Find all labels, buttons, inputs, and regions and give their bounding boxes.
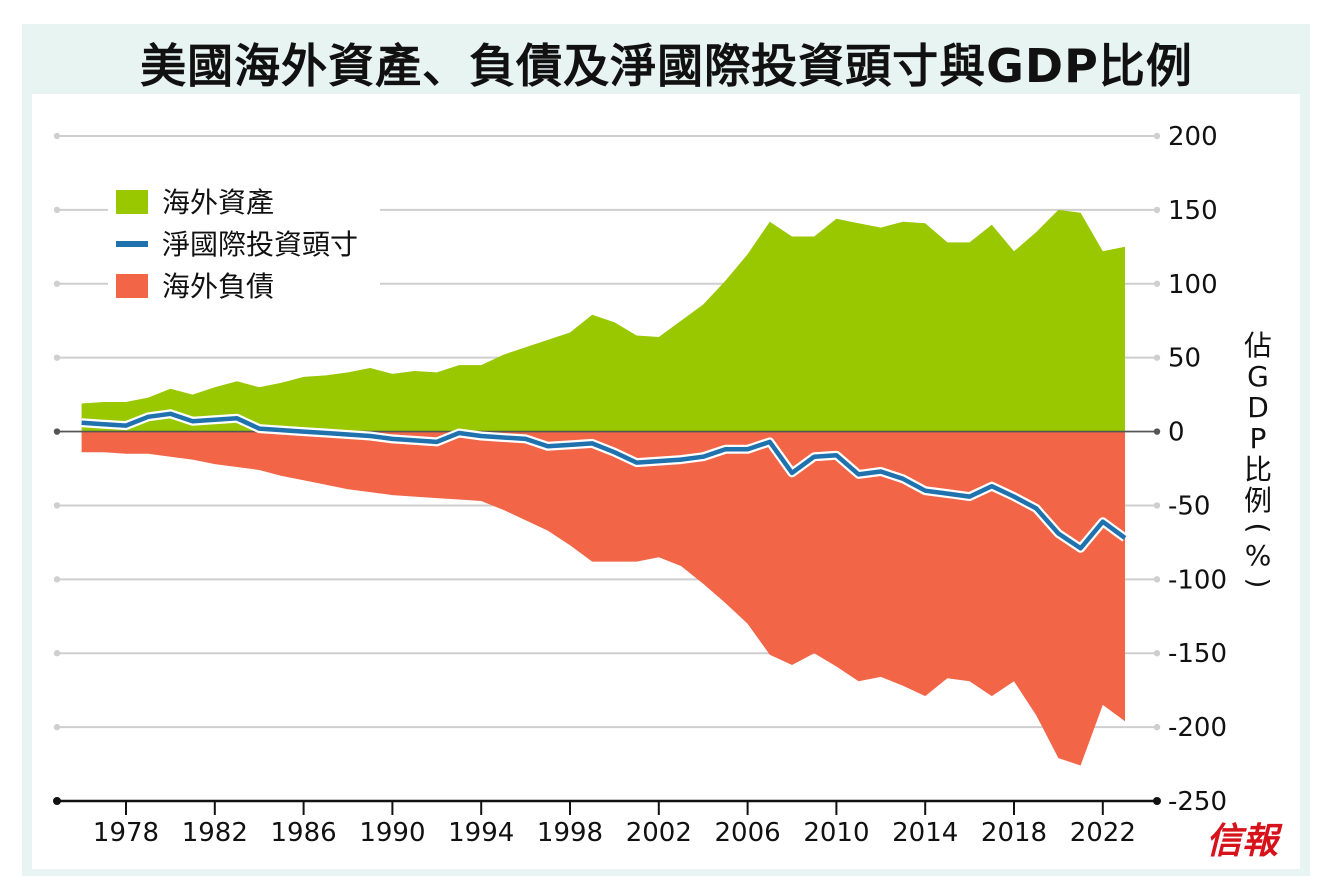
area-layer: [81, 209, 1126, 766]
y-tick-label: 100: [1168, 270, 1218, 300]
x-tick-label: 2018: [981, 818, 1047, 848]
axis-layer: [53, 428, 1161, 815]
x-tick-label: 2010: [803, 818, 869, 848]
chart-title: 美國海外資產、負債及淨國際投資頭寸與GDP比例: [140, 39, 1193, 93]
publisher-logo: 信報: [1206, 812, 1296, 862]
legend-background: [108, 182, 380, 300]
gridline-end-dot: [1153, 132, 1161, 140]
publisher-logo-text: 信報: [1206, 820, 1279, 862]
legend-label: 海外負債: [162, 270, 274, 303]
gridline-end-dot: [1153, 280, 1161, 287]
gridline-end-dot: [1153, 354, 1161, 361]
gridline-end-dot: [1153, 650, 1161, 657]
x-tick-label: 1994: [448, 818, 514, 848]
legend-swatch: [116, 190, 148, 214]
gridline-end-dot: [1153, 502, 1161, 509]
x-tick-label: 1986: [271, 818, 337, 848]
y-axis-label-char: G: [1247, 360, 1269, 393]
gridline-end-dot: [53, 354, 61, 361]
y-tick-label: 50: [1168, 344, 1201, 374]
zero-line-dot: [1153, 428, 1161, 435]
y-axis-label-char: D: [1247, 391, 1269, 424]
y-axis-label: 佔 G D P 比例 (%): [1236, 330, 1280, 595]
line-layer: [81, 409, 1128, 553]
y-tick-label: 200: [1168, 122, 1218, 152]
legend-swatch: [116, 274, 148, 298]
gridline-end-dot: [53, 723, 61, 731]
gridline-end-dot: [1153, 206, 1161, 214]
y-tick-label: 0: [1168, 418, 1185, 448]
legend-label: 淨國際投資頭寸: [162, 228, 358, 261]
gridline-end-dot: [1153, 576, 1161, 583]
x-tick-label: 2022: [1070, 818, 1136, 848]
gridline-end-dot: [53, 280, 61, 287]
gridline-end-dot: [53, 132, 61, 140]
y-axis-label-char: %: [1244, 539, 1272, 572]
y-tick-label: -50: [1168, 491, 1210, 521]
y-axis-label-char: ): [1242, 577, 1275, 589]
y-tick-label: -200: [1168, 713, 1227, 743]
legend-swatch-line: [116, 241, 148, 247]
x-tick-label: 1978: [93, 818, 159, 848]
gridline-end-dot: [53, 206, 61, 214]
gridline-end-dot: [53, 650, 61, 657]
y-axis-label-char: 例: [1243, 484, 1272, 517]
y-axis-label-char: (: [1242, 522, 1275, 534]
y-axis-label-char: 比: [1243, 453, 1272, 486]
y-tick-label: -250: [1168, 787, 1227, 817]
y-axis-label-char: 佔: [1243, 329, 1272, 362]
gridline-end-dot: [53, 576, 61, 583]
x-axis-end-dot: [1153, 797, 1161, 805]
y-tick-label: -150: [1168, 639, 1227, 669]
x-axis-end-dot: [53, 797, 61, 805]
gridline-end-dot: [53, 502, 61, 509]
x-tick-label: 1982: [182, 818, 248, 848]
y-axis-label-char: P: [1249, 422, 1267, 455]
series-line-niip: [81, 411, 1127, 551]
y-tick-label: 150: [1168, 196, 1218, 226]
x-tick-label: 2002: [626, 818, 692, 848]
x-tick-label: 2014: [892, 818, 958, 848]
series-area-liabilities: [81, 431, 1126, 766]
x-tick-label: 1998: [537, 818, 603, 848]
zero-line-dot: [53, 428, 61, 435]
tick-layer: 200 150 100 50 0 -50 -100 -150 -200 -250 1978 1982 1…: [93, 122, 1227, 848]
y-tick-label: -100: [1168, 565, 1227, 595]
legend-label: 海外資產: [162, 186, 274, 219]
gridline-end-dot: [1153, 723, 1161, 731]
x-tick-label: 1990: [359, 818, 425, 848]
x-tick-label: 2006: [715, 818, 781, 848]
series-area-assets: [81, 209, 1126, 432]
